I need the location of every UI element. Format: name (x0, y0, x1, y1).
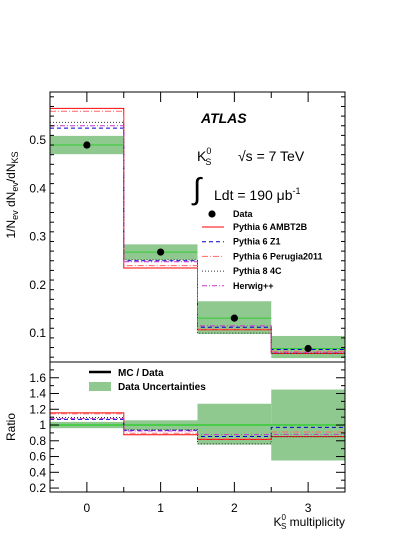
luminosity-label: Ldt = 190 μb-1 (214, 186, 301, 203)
y-tick-label: 0.5 (29, 133, 46, 147)
x-tick-label: 1 (157, 501, 164, 515)
mc-histogram (50, 125, 345, 353)
ratio-y-tick-label: 1.2 (29, 402, 46, 416)
y-tick-label: 0.2 (29, 278, 46, 292)
ratio-legend-label-data: Data Uncertainties (118, 382, 206, 393)
ratio-y-tick-label: 0.4 (29, 465, 46, 479)
legend-marker-data (208, 210, 216, 218)
legend-label: Pythia 8 4C (233, 266, 282, 276)
integral-sign: ∫ (191, 173, 203, 206)
particle-label: K0 S (197, 146, 211, 167)
mc-histogram (50, 110, 345, 352)
x-tick-label: 0 (84, 501, 91, 515)
ratio-y-tick-label: 0.2 (29, 481, 46, 495)
ratio-panel: 0.2 0.40.6 0.8 1 1.21.4 1.6 0 1 2 3 Ratio K0 S multi… (4, 361, 346, 531)
energy-label: √s = 7 TeV (238, 148, 305, 164)
ratio-y-tick-label: 0.8 (29, 434, 46, 448)
x-axis-label: K0 S multiplicity (274, 513, 346, 531)
y-axis-label: 1/Nev dNev/dNKS (4, 151, 20, 238)
legend-label-data: Data (233, 209, 254, 219)
data-point (157, 248, 165, 256)
ratio-y-axis-label: Ratio (4, 413, 18, 441)
ratio-histogram (50, 413, 345, 440)
ratio-y-tick-label: 1.6 (29, 371, 46, 385)
y-tick-label: 0.3 (29, 230, 46, 244)
data-point (230, 314, 238, 322)
ratio-y-tick-label: 0.6 (29, 450, 46, 464)
y-tick-label: 0.1 (29, 326, 46, 340)
ratio-y-tick-label: 1.4 (29, 387, 46, 401)
x-tick-label: 3 (305, 501, 312, 515)
ratio-uncertainty-band (197, 403, 272, 445)
x-tick-label: 2 (231, 501, 238, 515)
ratio-legend-band (89, 382, 111, 391)
main-panel: 0.1 0.2 0.3 0.4 0.5 1/Nev dNev/dNKS ATLAS K0 S √s… (4, 91, 346, 363)
ratio-legend-label-mc: MC / Data (118, 368, 164, 379)
data-point (304, 344, 312, 353)
legend-label: Pythia 6 Perugia2011 (233, 251, 323, 261)
ratio-histogram (50, 418, 345, 436)
data-point (83, 141, 91, 149)
legend-label: Herwig++ (233, 281, 274, 291)
experiment-label: ATLAS (200, 110, 247, 126)
legend-label: Pythia 6 AMBT2B (233, 222, 308, 232)
y-tick-label: 0.4 (29, 181, 46, 195)
legend-label: Pythia 6 Z1 (233, 237, 281, 247)
ratio-y-tick-label: 1 (39, 418, 46, 432)
